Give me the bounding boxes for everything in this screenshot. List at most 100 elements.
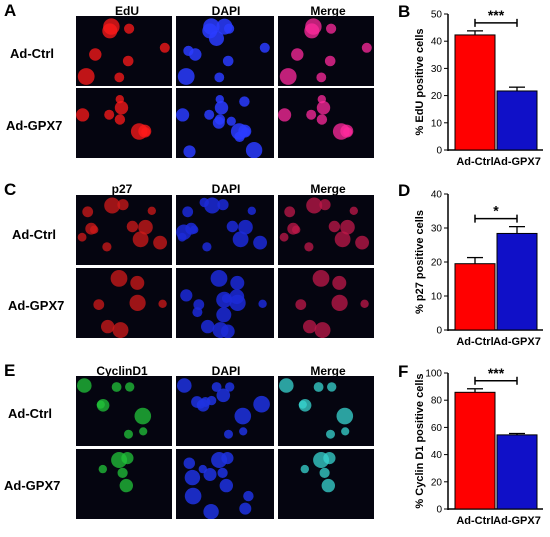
category-label: Ad-GPX7 (493, 336, 541, 348)
nucleus (176, 108, 190, 122)
nucleus (220, 324, 235, 338)
nucleus (76, 108, 90, 122)
y-axis-label: % EdU positive cells (414, 29, 426, 136)
micrograph-stain-ad-ctrl (76, 376, 172, 446)
nucleus (210, 270, 228, 287)
nucleus (214, 114, 226, 125)
bar-chart-edu-svg: 0 10 20 30 40 50 % EdU positive cells Ad-Ctrl Ad… (414, 7, 543, 168)
panel-letter-b: B (398, 2, 411, 21)
column-header-stain: CyclinD1 (96, 364, 148, 378)
nucleus (202, 242, 212, 252)
nucleus (321, 478, 335, 493)
micrograph-dapi-ad-ctrl (176, 195, 274, 265)
nucleus (278, 108, 292, 122)
micrograph-merge-ad-ctrl (278, 16, 374, 86)
nucleus (222, 55, 234, 67)
column-header-stain: EdU (115, 4, 139, 18)
nucleus (132, 231, 149, 248)
nucleus (239, 427, 248, 436)
nucleus (122, 55, 134, 67)
nucleus (279, 68, 297, 85)
nucleus (182, 206, 194, 218)
y-tick-label: 30 (431, 64, 443, 75)
nucleus (313, 382, 324, 392)
nucleus (334, 231, 351, 248)
nucleus (216, 307, 232, 323)
nucleus (323, 452, 336, 465)
nucleus (239, 96, 250, 107)
nucleus (77, 232, 87, 242)
micrograph-stain-ad-gpx7 (76, 449, 172, 519)
row-label-ad-gpx7: Ad-GPX7 (8, 298, 65, 313)
nucleus (124, 429, 133, 439)
bar-ad-ctrl (454, 391, 496, 510)
y-tick-label: 50 (431, 10, 443, 21)
nucleus (360, 299, 369, 308)
nucleus (279, 378, 294, 393)
panel-letter-a: A (4, 1, 17, 20)
nucleus (361, 42, 372, 53)
nucleus (234, 407, 252, 425)
nucleus (336, 407, 354, 425)
panel-letter-e: E (4, 361, 16, 380)
row-label-ad-gpx7: Ad-GPX7 (4, 478, 61, 493)
category-label: Ad-Ctrl (456, 515, 493, 527)
y-tick-label: 0 (436, 326, 442, 337)
nucleus (298, 400, 307, 409)
nucleus (77, 68, 95, 85)
nucleus (96, 400, 105, 409)
micrograph-stain-ad-gpx7 (76, 268, 172, 338)
nucleus (82, 206, 94, 218)
nucleus (93, 299, 105, 310)
nucleus (341, 427, 350, 436)
nucleus (295, 299, 307, 310)
nucleus (232, 231, 249, 248)
nucleus (98, 464, 107, 474)
nucleus (177, 68, 195, 85)
nucleus (203, 18, 220, 35)
nucleus (112, 322, 129, 338)
nucleus (314, 322, 331, 338)
nucleus (253, 395, 270, 413)
category-label: Ad-Ctrl (456, 156, 493, 168)
nucleus (159, 42, 170, 53)
micrograph-merge-ad-gpx7 (278, 268, 374, 338)
micrograph-dapi-ad-ctrl (176, 376, 274, 446)
micrograph-dapi-ad-gpx7 (176, 449, 274, 519)
y-tick-label: 40 (431, 190, 443, 201)
nucleus (125, 382, 135, 392)
y-tick-label: 10 (431, 118, 443, 129)
y-tick-label: 10 (431, 292, 443, 303)
nucleus (243, 490, 254, 502)
panel-letter-c: C (4, 180, 17, 199)
nucleus (312, 270, 330, 287)
nucleus (217, 199, 229, 211)
nucleus (317, 95, 326, 104)
bar-ad-gpx7 (496, 90, 538, 151)
nucleus (221, 452, 234, 465)
nucleus (226, 116, 236, 126)
nucleus (284, 206, 296, 218)
y-tick-label: 100 (425, 369, 442, 380)
nucleus (189, 48, 202, 61)
column-header-dapi: DAPI (211, 182, 241, 196)
y-tick-label: 0 (436, 146, 442, 157)
column-header-dapi: DAPI (211, 364, 241, 378)
bar-ad-gpx7 (496, 434, 538, 510)
nucleus (316, 72, 327, 83)
category-label: Ad-GPX7 (493, 156, 541, 168)
nucleus (114, 101, 129, 115)
y-tick-label: 80 (431, 396, 443, 407)
category-label: Ad-GPX7 (493, 515, 541, 527)
bar-chart-edu: 0 10 20 30 40 50 % EdU positive cells Ad-Ctrl Ad… (393, 0, 550, 178)
nucleus (326, 23, 337, 34)
nucleus (85, 222, 98, 235)
y-tick-label: 20 (431, 477, 443, 488)
nucleus (138, 219, 153, 235)
y-tick-label: 20 (431, 91, 443, 102)
nucleus (224, 429, 233, 439)
y-axis-label: % p27 positive cells (414, 210, 426, 314)
nucleus (226, 220, 239, 233)
nucleus (201, 319, 215, 334)
column-header-stain: p27 (111, 182, 133, 196)
